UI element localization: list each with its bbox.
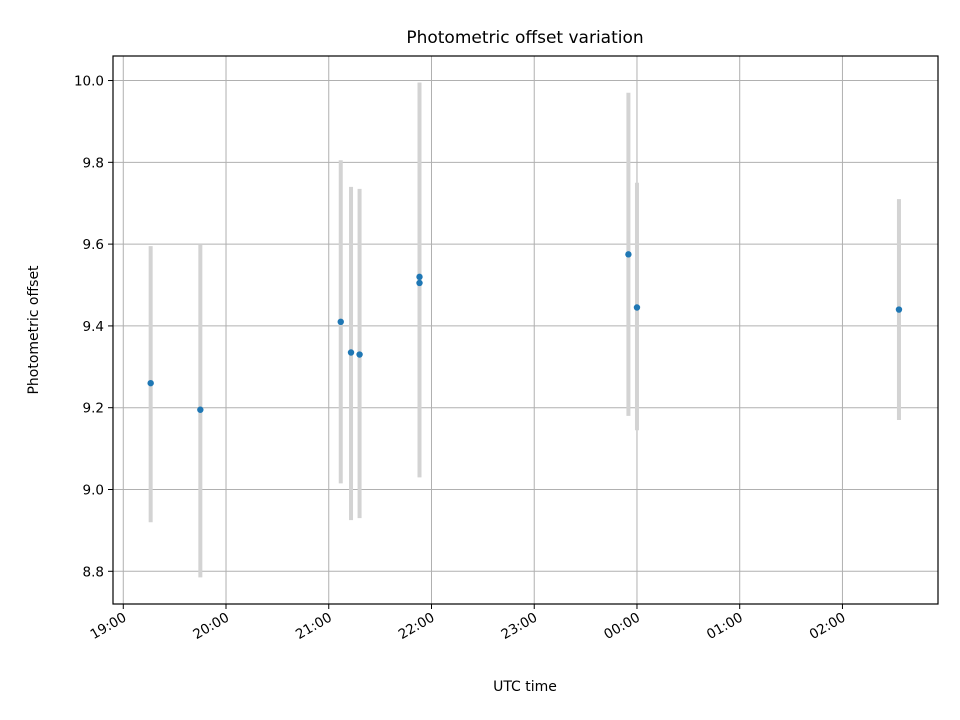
data-point [895, 306, 903, 313]
y-axis-title: Photometric offset [26, 265, 42, 395]
data-point [416, 273, 423, 281]
y-tick-label: 10.0 [74, 74, 104, 90]
y-axis: 8.8 9.0 9.2 9.4 9.6 9.8 10.0 [74, 74, 113, 580]
grid-lines [113, 56, 938, 604]
data-point [416, 279, 423, 287]
plot-frame [112, 55, 939, 605]
data-point [633, 304, 641, 311]
data-point [347, 349, 355, 356]
x-axis-title: UTC time [493, 679, 557, 695]
data-points [147, 251, 903, 413]
chart-title: Photometric offset variation [406, 28, 643, 48]
y-tick-label: 9.4 [83, 319, 104, 335]
y-tick-label: 9.0 [83, 482, 104, 498]
y-tick-label: 8.8 [83, 564, 104, 580]
y-tick-label: 9.8 [83, 155, 104, 171]
y-tick-label: 9.2 [83, 401, 104, 417]
plot-background [113, 56, 938, 604]
data-point [197, 406, 204, 413]
y-tick-label: 9.6 [83, 237, 104, 253]
data-point [147, 379, 154, 387]
data-point [356, 351, 363, 358]
data-point [337, 318, 344, 326]
data-point [625, 251, 632, 258]
